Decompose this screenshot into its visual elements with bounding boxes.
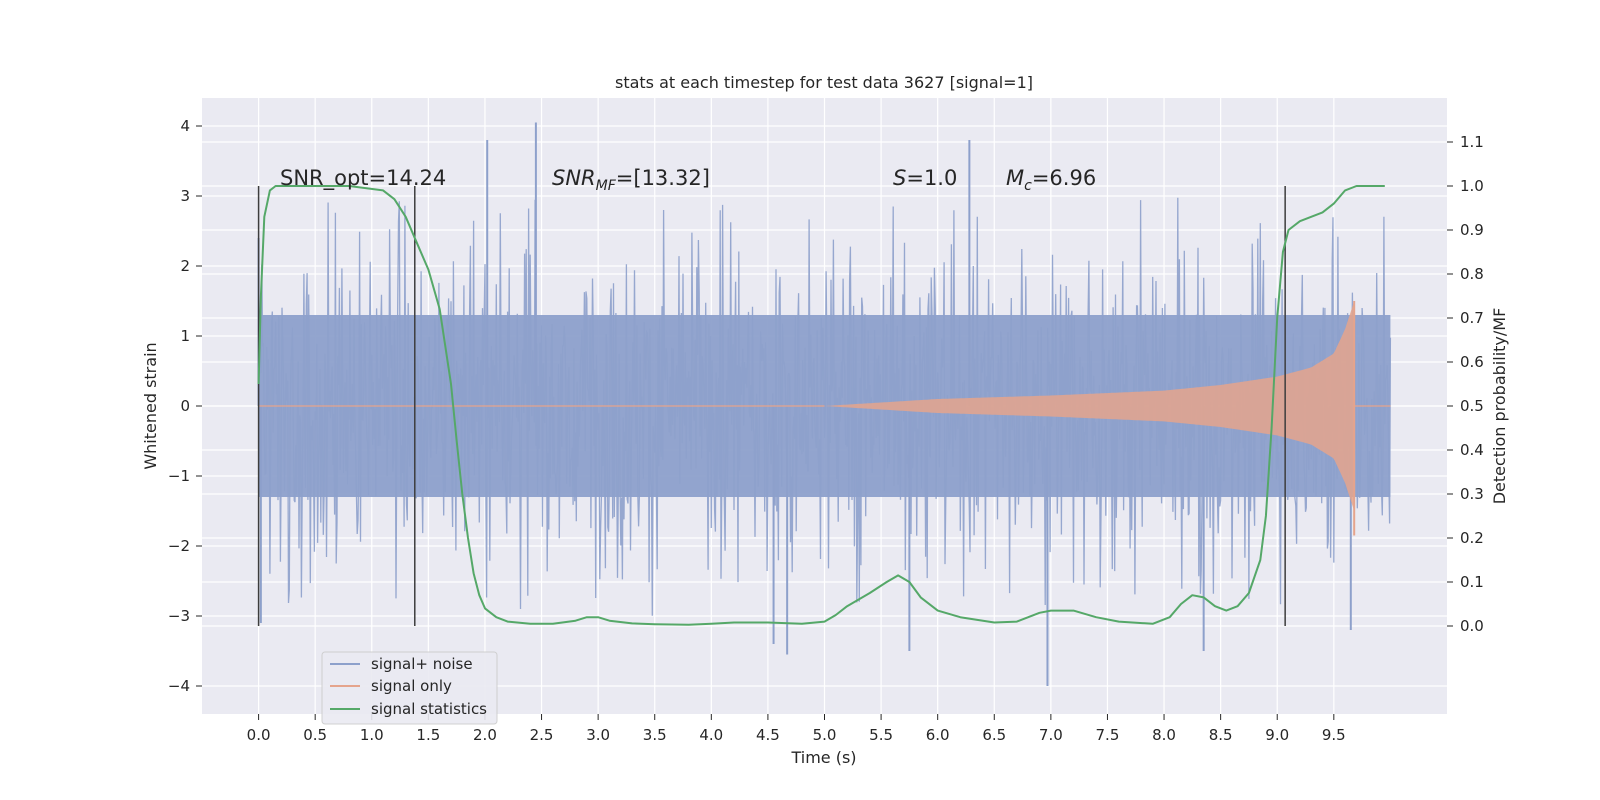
statistics-line: [257, 185, 1385, 626]
y-tick-label-0: 0: [180, 397, 190, 415]
y-tick-label-2: 2: [180, 257, 190, 275]
x-tick-label-3-0: 3.0: [586, 726, 610, 744]
y2-tick-label-0-4: 0.4: [1460, 441, 1484, 459]
x-tick-label-2-5: 2.5: [530, 726, 554, 744]
x-tick-label-5-0: 5.0: [813, 726, 837, 744]
x-tick-label-1-0: 1.0: [360, 726, 384, 744]
x-tick-label-0-5: 0.5: [303, 726, 327, 744]
y-tick-label-4: 4: [180, 117, 190, 135]
x-tick-label-1-5: 1.5: [416, 726, 440, 744]
annotation-s: S=1.0: [893, 166, 957, 190]
y2-tick-label-0-0: 0.0: [1460, 617, 1484, 635]
y2-tick-label-0-2: 0.2: [1460, 529, 1484, 547]
y-tick-label-2: −2: [168, 537, 190, 555]
x-tick-label-4-0: 4.0: [699, 726, 723, 744]
x-tick-label-9-0: 9.0: [1265, 726, 1289, 744]
chart-title: stats at each timestep for test data 362…: [615, 73, 1033, 92]
y-tick-label-1: −1: [168, 467, 190, 485]
x-tick-label-6-0: 6.0: [926, 726, 950, 744]
annotation-mc: Mc=6.96: [1006, 166, 1096, 194]
x-tick-label-4-5: 4.5: [756, 726, 780, 744]
y-tick-label-1: 1: [180, 327, 190, 345]
y-tick-label-4: −4: [168, 677, 190, 695]
x-tick-label-5-5: 5.5: [869, 726, 893, 744]
ticks: 0.0 0.5 1.0 1.5 2.0 2.5 3.0 3.5 4.0 4.5 5.0 5.5 6.0 6…: [168, 117, 1484, 744]
y2-tick-label-0-5: 0.5: [1460, 397, 1484, 415]
x-tick-label-7-5: 7.5: [1096, 726, 1120, 744]
legend: signal+ noise signal only signal statist…: [321, 651, 498, 725]
x-tick-label-2-0: 2.0: [473, 726, 497, 744]
series-signal-only: [258, 301, 1391, 536]
x-tick-label-8-0: 8.0: [1152, 726, 1176, 744]
y2-tick-label-0-8: 0.8: [1460, 265, 1484, 283]
y2-tick-label-0-7: 0.7: [1460, 309, 1484, 327]
legend-label-statistics: signal statistics: [371, 700, 487, 718]
y-axis-label: Whitened strain: [141, 342, 160, 469]
y2-tick-label-0-1: 0.1: [1460, 573, 1484, 591]
y-tick-label-3: −3: [168, 607, 190, 625]
vertical-markers: [257, 186, 1286, 626]
legend-label-noise: signal+ noise: [371, 655, 473, 673]
y2-tick-label-1-1: 1.1: [1460, 133, 1484, 151]
series-signal-statistics: [257, 185, 1385, 626]
legend-label-signal: signal only: [371, 677, 452, 695]
annotation-snr-opt: SNR_opt=14.24: [280, 166, 446, 191]
x-tick-label-8-5: 8.5: [1209, 726, 1233, 744]
legend-box: [321, 651, 498, 725]
y2-tick-label-1-0: 1.0: [1460, 177, 1484, 195]
y2-tick-label-0-3: 0.3: [1460, 485, 1484, 503]
y2-axis-label: Detection probability/MF: [1490, 308, 1509, 505]
signal-chirp: [824, 301, 1355, 511]
y2-tick-label-0-9: 0.9: [1460, 221, 1484, 239]
y-tick-label-3: 3: [180, 187, 190, 205]
x-tick-label-3-5: 3.5: [643, 726, 667, 744]
annotation-snr-mf: SNRMF=[13.32]: [552, 166, 710, 194]
x-tick-label-9-5: 9.5: [1322, 726, 1346, 744]
y2-tick-label-0-6: 0.6: [1460, 353, 1484, 371]
x-tick-label-7-0: 7.0: [1039, 726, 1063, 744]
x-tick-label-0-0: 0.0: [247, 726, 271, 744]
x-axis-label: Time (s): [790, 748, 856, 767]
x-tick-label-6-5: 6.5: [982, 726, 1006, 744]
